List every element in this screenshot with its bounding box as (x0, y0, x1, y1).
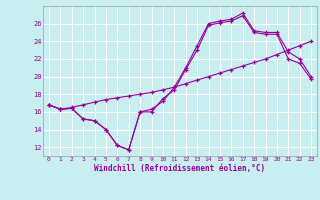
X-axis label: Windchill (Refroidissement éolien,°C): Windchill (Refroidissement éolien,°C) (94, 164, 266, 173)
